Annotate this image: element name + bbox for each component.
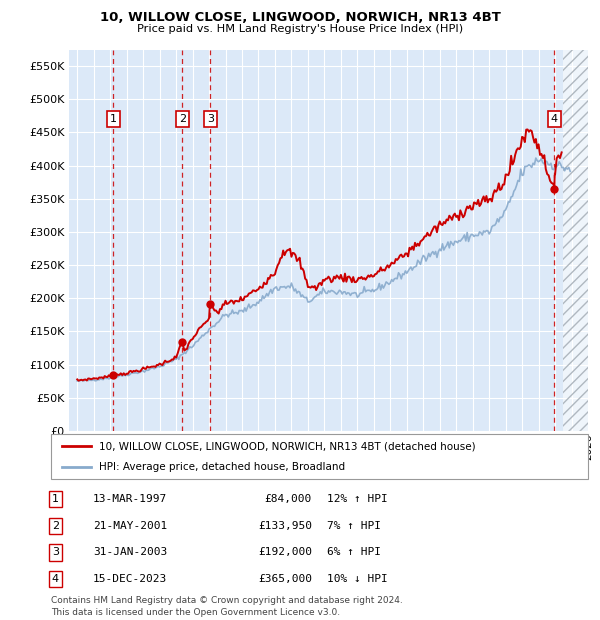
- Text: 7% ↑ HPI: 7% ↑ HPI: [327, 521, 381, 531]
- Text: 1: 1: [110, 114, 117, 124]
- Text: 1: 1: [52, 494, 59, 504]
- Text: £365,000: £365,000: [258, 574, 312, 584]
- Text: 3: 3: [52, 547, 59, 557]
- Text: 13-MAR-1997: 13-MAR-1997: [93, 494, 167, 504]
- Text: 31-JAN-2003: 31-JAN-2003: [93, 547, 167, 557]
- Text: £84,000: £84,000: [265, 494, 312, 504]
- Text: HPI: Average price, detached house, Broadland: HPI: Average price, detached house, Broa…: [100, 463, 346, 472]
- Text: 21-MAY-2001: 21-MAY-2001: [93, 521, 167, 531]
- Text: 15-DEC-2023: 15-DEC-2023: [93, 574, 167, 584]
- Text: Price paid vs. HM Land Registry's House Price Index (HPI): Price paid vs. HM Land Registry's House …: [137, 24, 463, 33]
- Text: 12% ↑ HPI: 12% ↑ HPI: [327, 494, 388, 504]
- Text: 4: 4: [52, 574, 59, 584]
- Text: 2: 2: [179, 114, 186, 124]
- Text: £133,950: £133,950: [258, 521, 312, 531]
- Text: £192,000: £192,000: [258, 547, 312, 557]
- Text: 10% ↓ HPI: 10% ↓ HPI: [327, 574, 388, 584]
- Text: 3: 3: [207, 114, 214, 124]
- Text: 4: 4: [551, 114, 558, 124]
- Text: 2: 2: [52, 521, 59, 531]
- Text: 10, WILLOW CLOSE, LINGWOOD, NORWICH, NR13 4BT: 10, WILLOW CLOSE, LINGWOOD, NORWICH, NR1…: [100, 11, 500, 24]
- FancyBboxPatch shape: [51, 434, 588, 479]
- Text: Contains HM Land Registry data © Crown copyright and database right 2024.
This d: Contains HM Land Registry data © Crown c…: [51, 596, 403, 617]
- Text: 6% ↑ HPI: 6% ↑ HPI: [327, 547, 381, 557]
- Text: 10, WILLOW CLOSE, LINGWOOD, NORWICH, NR13 4BT (detached house): 10, WILLOW CLOSE, LINGWOOD, NORWICH, NR1…: [100, 441, 476, 451]
